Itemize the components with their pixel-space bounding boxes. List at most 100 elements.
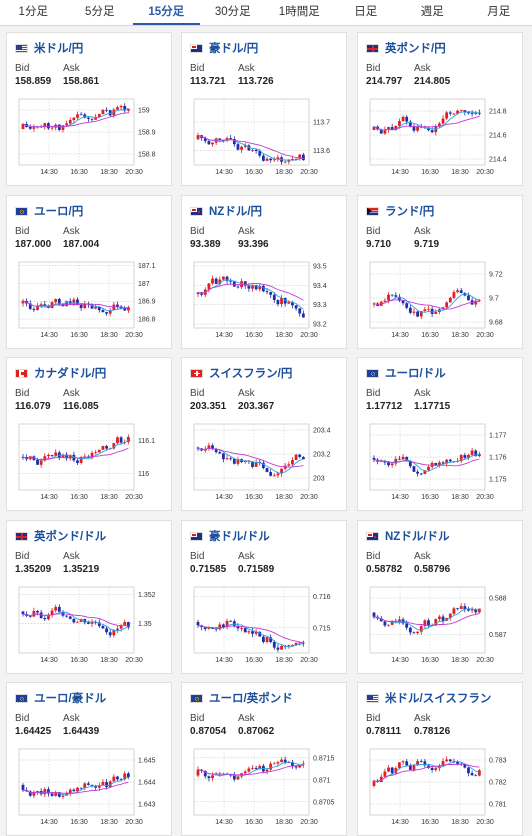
- y-tick-label: 116.1: [138, 438, 155, 445]
- candle-body: [251, 631, 254, 633]
- tab-5[interactable]: 日足: [333, 0, 400, 25]
- bid-label: Bid: [190, 713, 238, 724]
- x-tick-label: 18:30: [100, 657, 118, 664]
- card-header: ランド/円: [366, 204, 434, 218]
- tab-6[interactable]: 週足: [399, 0, 466, 25]
- pair-name[interactable]: 豪ドル/円: [209, 40, 258, 56]
- candle-body: [47, 789, 50, 793]
- candle-body: [273, 475, 276, 476]
- pair-name[interactable]: NZドル/円: [209, 203, 262, 219]
- candle-body: [222, 454, 225, 460]
- ask-label: Ask: [63, 226, 111, 237]
- tab-7[interactable]: 月足: [466, 0, 532, 25]
- tab-1[interactable]: 5分足: [67, 0, 134, 25]
- candle-body: [102, 446, 105, 450]
- candle-body: [277, 300, 280, 304]
- pair-name[interactable]: カナダドル/円: [34, 365, 106, 381]
- y-tick-label: 93.3: [313, 302, 327, 309]
- candle-body: [302, 155, 305, 161]
- y-tick-label: 187: [138, 281, 150, 288]
- candle-body: [127, 622, 130, 627]
- x-tick-label: 14:30: [391, 819, 409, 826]
- card-header: 豪ドル/ドル: [190, 529, 270, 543]
- pair-name[interactable]: 豪ドル/ドル: [209, 528, 270, 544]
- candle-body: [43, 618, 46, 619]
- chart-frame: [19, 424, 134, 490]
- candle-body: [416, 312, 419, 317]
- candle-body: [120, 106, 123, 107]
- candle-body: [442, 118, 445, 123]
- pair-name[interactable]: ユーロ/豪ドル: [34, 690, 106, 706]
- tab-0[interactable]: 1分足: [0, 0, 67, 25]
- candle-body: [33, 611, 36, 617]
- candle-body: [291, 460, 294, 464]
- x-tick-label: 16:30: [245, 332, 263, 339]
- pair-name[interactable]: 英ポンド/円: [385, 40, 446, 56]
- candle-body: [445, 302, 448, 307]
- pair-name[interactable]: NZドル/ドル: [385, 528, 450, 544]
- candle-body: [123, 309, 126, 311]
- tab-2[interactable]: 15分足: [133, 0, 200, 25]
- bid-value: 0.78111: [366, 726, 414, 737]
- candle-body: [409, 765, 412, 770]
- x-tick-label: 16:30: [245, 657, 263, 664]
- candle-body: [405, 117, 408, 122]
- pair-name[interactable]: ユーロ/円: [34, 203, 83, 219]
- tab-4[interactable]: 1時間足: [266, 0, 333, 25]
- candle-body: [445, 112, 448, 118]
- pair-name[interactable]: 英ポンド/ドル: [34, 528, 106, 544]
- x-tick-label: 16:30: [70, 657, 88, 664]
- ask-value: 0.78126: [414, 726, 462, 737]
- pair-name[interactable]: ランド/円: [385, 203, 434, 219]
- card-header: 豪ドル/円: [190, 41, 258, 55]
- ask-value: 187.004: [63, 239, 111, 250]
- tab-3[interactable]: 30分足: [200, 0, 267, 25]
- x-tick-label: 14:30: [215, 657, 233, 664]
- ask-value: 93.396: [238, 239, 286, 250]
- pair-name[interactable]: 米ドル/スイスフラン: [385, 690, 491, 706]
- candle-body: [398, 121, 401, 126]
- flag-icon: [190, 694, 203, 703]
- x-tick-label: 20:30: [125, 657, 143, 664]
- pair-name[interactable]: 米ドル/円: [34, 40, 83, 56]
- candle-body: [33, 127, 36, 129]
- flag-icon: [15, 44, 28, 53]
- candle-body: [269, 292, 272, 295]
- pair-name[interactable]: ユーロ/ドル: [385, 365, 446, 381]
- pair-name[interactable]: スイスフラン/円: [209, 365, 292, 381]
- pair-name[interactable]: ユーロ/英ポンド: [209, 690, 293, 706]
